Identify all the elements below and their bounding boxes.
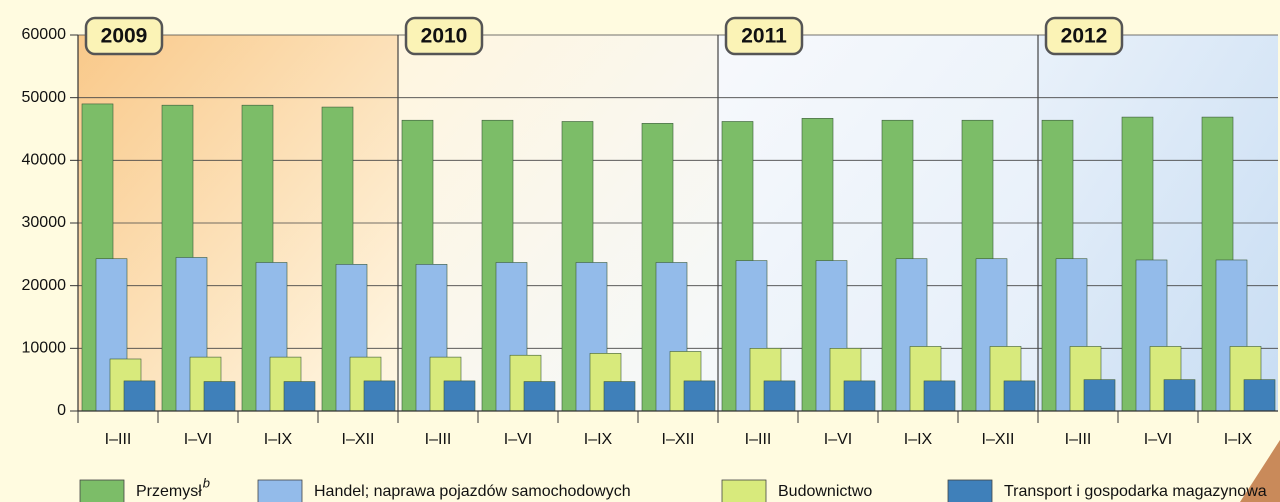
legend-swatch xyxy=(947,479,993,502)
y-tick-label: 50000 xyxy=(22,89,67,106)
bar xyxy=(123,380,156,412)
year-box xyxy=(724,16,804,56)
x-tick-label: I–III xyxy=(425,431,452,448)
bar xyxy=(923,380,956,412)
y-tick-label: 20000 xyxy=(22,277,67,294)
year-label: 2010 xyxy=(421,25,468,48)
x-tick-label: I–XII xyxy=(342,431,375,448)
x-tick-label: I–III xyxy=(1065,431,1092,448)
legend-label: Handel; naprawa pojazdów samochodowych xyxy=(314,483,631,500)
year-label: 2011 xyxy=(741,25,787,48)
bar xyxy=(443,380,476,412)
bar xyxy=(1003,380,1036,412)
y-tick-label: 10000 xyxy=(22,340,67,357)
legend-swatch xyxy=(257,479,303,502)
legend-swatch xyxy=(721,479,767,502)
bar xyxy=(603,381,636,412)
bar xyxy=(203,381,236,412)
y-tick-label: 30000 xyxy=(22,214,67,231)
x-tick-label: I–VI xyxy=(504,431,532,448)
year-box xyxy=(84,16,164,56)
legend-swatch xyxy=(79,479,125,502)
legend-label: Przemysł xyxy=(136,483,202,500)
x-tick-label: I–IX xyxy=(264,431,293,448)
year-box xyxy=(1044,16,1124,56)
bar xyxy=(843,380,876,412)
bar xyxy=(363,380,396,412)
legend-footnote: b xyxy=(203,475,210,490)
x-tick-label: I–III xyxy=(745,431,772,448)
x-tick-label: I–IX xyxy=(584,431,613,448)
year-box xyxy=(404,16,484,56)
y-tick-label: 40000 xyxy=(22,152,67,169)
x-tick-label: I–XII xyxy=(662,431,695,448)
x-tick-label: I–IX xyxy=(904,431,933,448)
x-tick-label: I–VI xyxy=(184,431,212,448)
bar xyxy=(1163,379,1196,412)
x-tick-label: I–III xyxy=(105,431,132,448)
x-tick-label: I–XII xyxy=(982,431,1015,448)
corner-decoration xyxy=(1240,440,1280,502)
year-label: 2009 xyxy=(101,25,148,48)
y-tick-label: 60000 xyxy=(22,26,67,43)
legend-label: Transport i gospodarka magazynowa xyxy=(1004,483,1267,500)
y-tick-label: 0 xyxy=(57,402,66,419)
year-label: 2012 xyxy=(1061,25,1108,48)
bar xyxy=(1243,379,1276,412)
x-tick-label: I–VI xyxy=(1144,431,1172,448)
bar xyxy=(763,380,796,412)
bar xyxy=(683,380,716,412)
x-tick-label: I–IX xyxy=(1224,431,1253,448)
x-tick-label: I–VI xyxy=(824,431,852,448)
bar xyxy=(283,381,316,412)
bar xyxy=(523,381,556,412)
bar xyxy=(1083,379,1116,412)
legend-label: Budownictwo xyxy=(778,483,872,500)
